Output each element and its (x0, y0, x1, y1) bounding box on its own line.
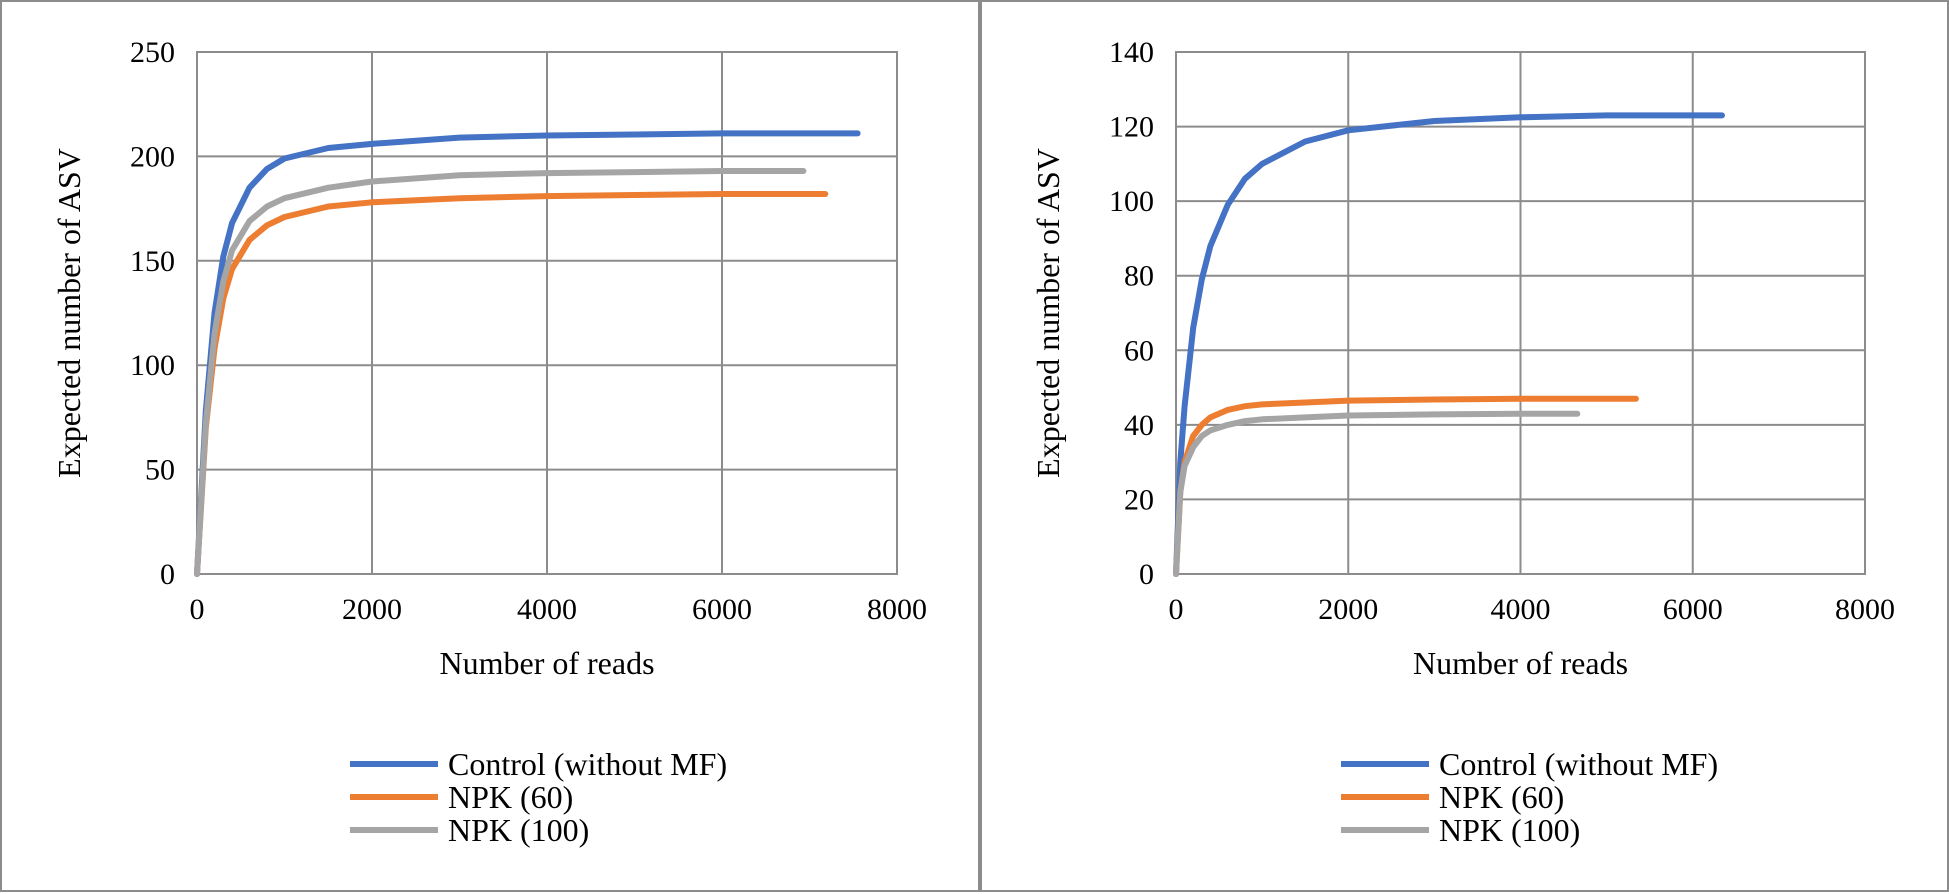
series-line-1 (194, 191, 829, 577)
y-tick-label: 40 (1124, 409, 1154, 442)
y-tick-label: 100 (130, 349, 175, 382)
y-tick-label: 140 (1109, 36, 1154, 69)
x-axis-title: Number of reads (1413, 645, 1628, 681)
legend-label: Control (without MF) (1439, 746, 1718, 782)
x-tick-label: 8000 (867, 593, 927, 626)
y-tick-label: 200 (130, 140, 175, 173)
x-tick-label: 2000 (1318, 593, 1378, 626)
legend-label: NPK (60) (448, 779, 573, 815)
x-tick-label: 2000 (342, 593, 402, 626)
y-tick-label: 50 (145, 454, 175, 487)
y-tick-label: 100 (1109, 185, 1154, 218)
y-tick-label: 250 (130, 36, 175, 69)
x-tick-label: 0 (190, 593, 205, 626)
legend-label: NPK (100) (1439, 812, 1580, 848)
y-tick-label: 80 (1124, 260, 1154, 293)
x-tick-label: 6000 (1663, 593, 1723, 626)
y-axis-title: Expected number of ASV (51, 148, 87, 478)
y-axis-title: Expected number of ASV (1030, 148, 1066, 478)
x-tick-label: 8000 (1835, 593, 1895, 626)
rarefaction-chart-right: 0 20 40 60 80 100 120 140 0 2000 4000 6000 8000 Numbe… (1030, 36, 1895, 848)
x-tick-label: 4000 (517, 593, 577, 626)
y-tick-label: 60 (1124, 334, 1154, 367)
legend-label: NPK (60) (1439, 779, 1564, 815)
series-line-0 (1173, 112, 1725, 577)
x-tick-label: 4000 (1491, 593, 1551, 626)
y-tick-label: 20 (1124, 483, 1154, 516)
x-tick-label: 0 (1169, 593, 1184, 626)
series-line-0 (194, 130, 861, 577)
y-tick-label: 0 (1139, 558, 1154, 591)
series-line-2 (194, 168, 807, 577)
x-axis-title: Number of reads (439, 645, 654, 681)
rarefaction-chart-left: 0 50 100 150 200 250 0 2000 4000 6000 8000 Number o… (51, 36, 927, 848)
chart-panel-right: 0 20 40 60 80 100 120 140 0 2000 4000 6000 8000 Numbe… (980, 0, 1949, 892)
chart-panel-left: 0 50 100 150 200 250 0 2000 4000 6000 8000 Number o… (0, 0, 980, 892)
x-tick-label: 6000 (692, 593, 752, 626)
y-tick-label: 0 (160, 558, 175, 591)
series-line-2 (1173, 410, 1581, 577)
y-tick-label: 120 (1109, 111, 1154, 144)
legend-label: Control (without MF) (448, 746, 727, 782)
y-tick-label: 150 (130, 245, 175, 278)
legend-label: NPK (100) (448, 812, 589, 848)
